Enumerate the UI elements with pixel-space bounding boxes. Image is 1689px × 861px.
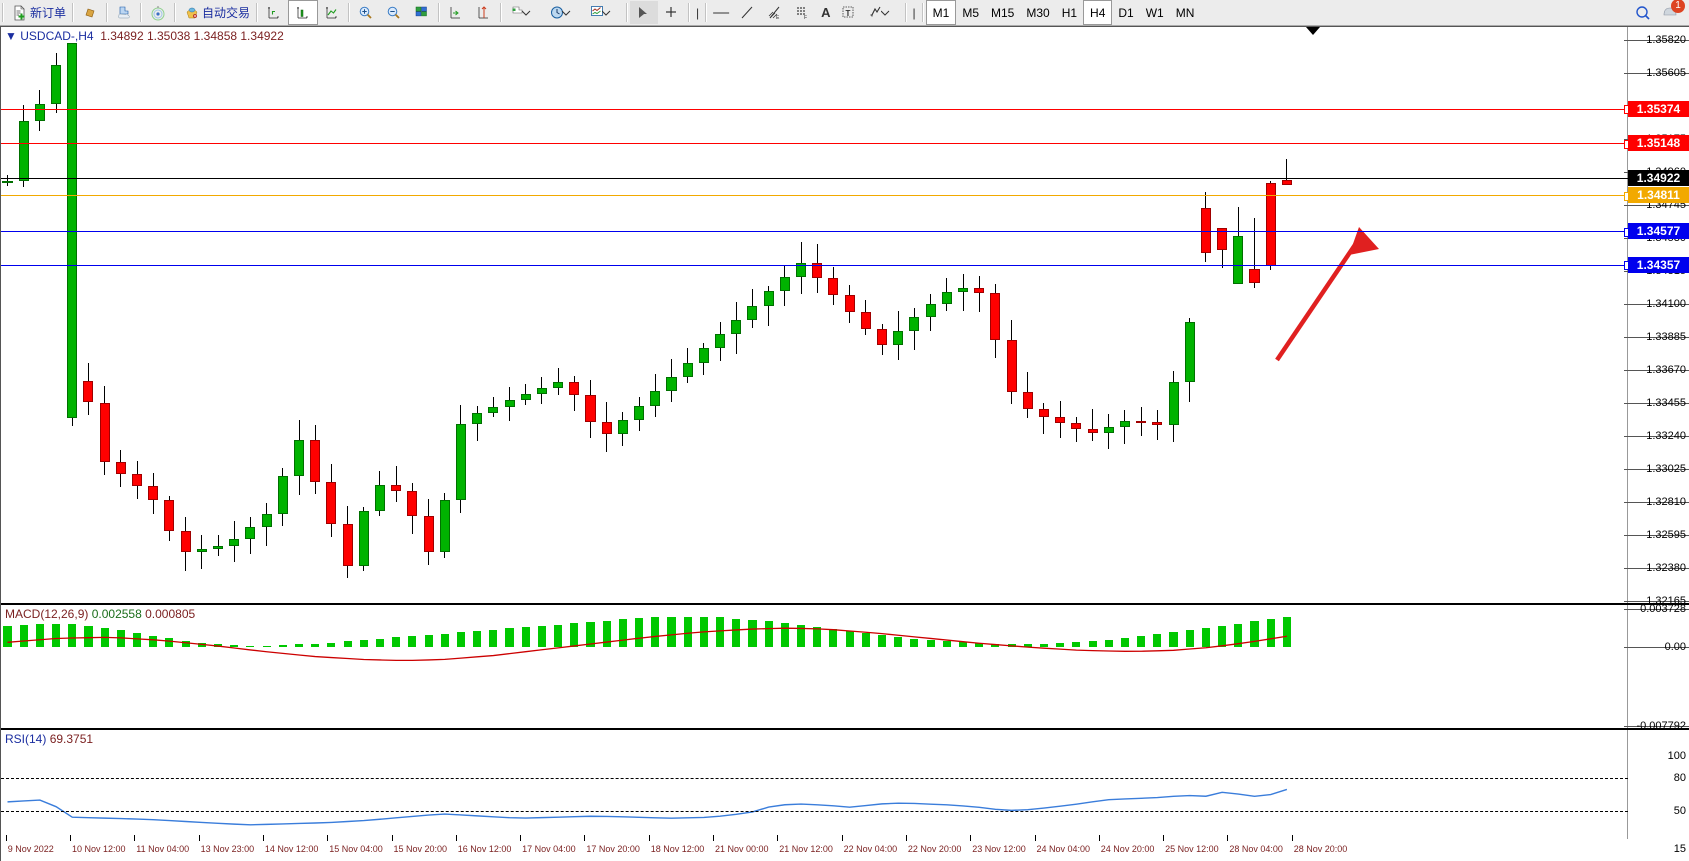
- svg-text:E: E: [776, 15, 780, 21]
- svg-text:T: T: [845, 9, 850, 18]
- svg-text:F: F: [804, 15, 807, 21]
